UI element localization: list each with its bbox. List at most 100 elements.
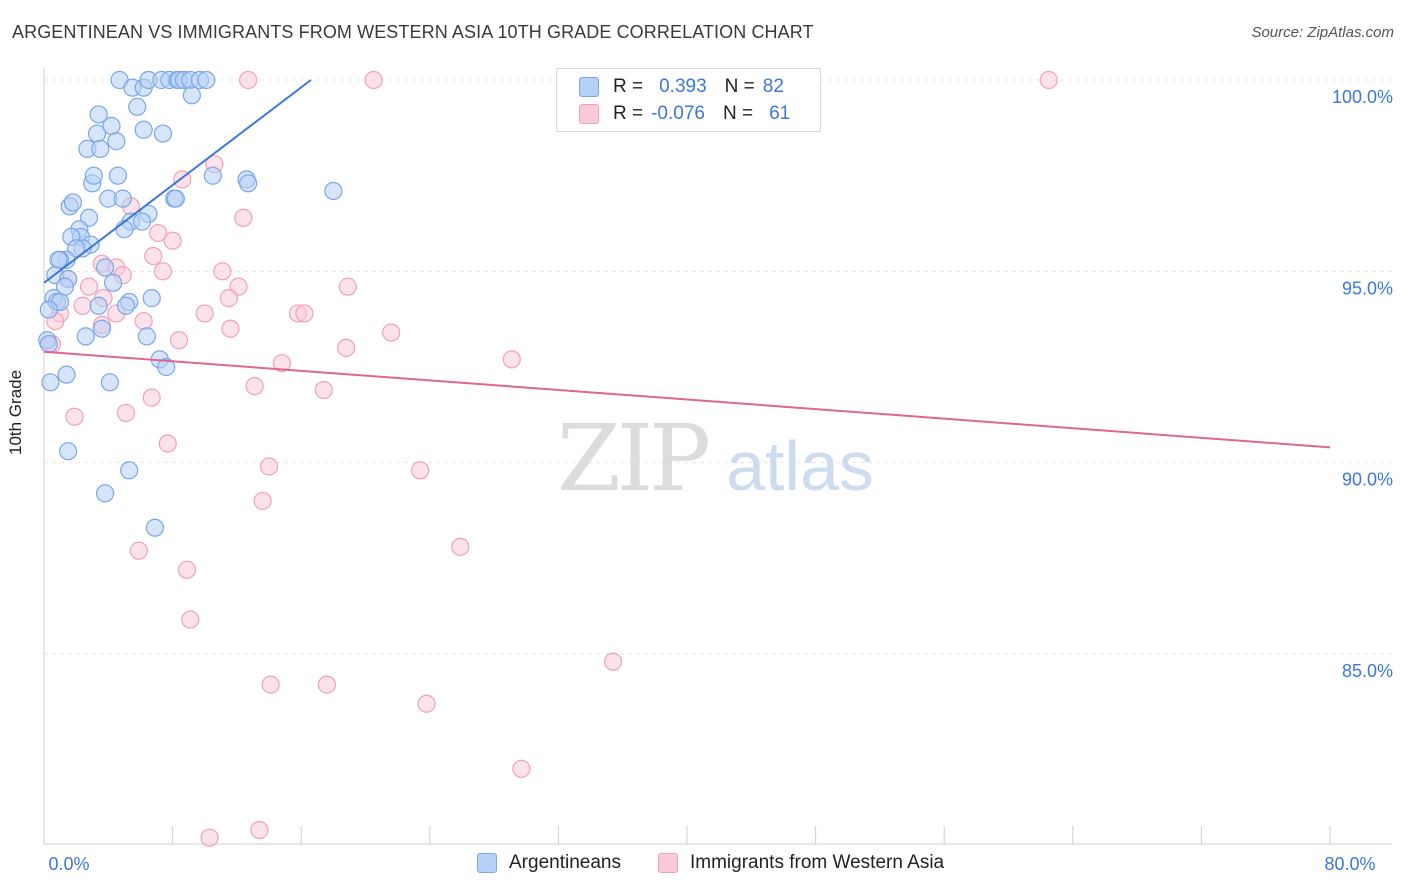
data-point <box>153 262 173 281</box>
data-point <box>158 434 177 453</box>
data-point <box>107 132 126 151</box>
data-point <box>102 116 121 136</box>
legend-r-value: -0.076 <box>651 103 705 124</box>
data-point <box>1039 70 1058 90</box>
data-point <box>364 70 383 90</box>
data-point <box>177 560 197 579</box>
data-point <box>128 97 147 116</box>
data-point <box>137 327 156 346</box>
data-point <box>104 273 123 292</box>
series-legend: Argentineans Immigrants from Western Asi… <box>0 852 1406 878</box>
data-point <box>129 541 148 560</box>
watermark: ZIP atlas <box>557 405 874 512</box>
legend-n-label: N = <box>724 76 755 97</box>
data-point <box>41 373 60 392</box>
data-point <box>49 250 68 269</box>
data-point <box>145 518 165 537</box>
data-point <box>502 350 521 369</box>
x-tick-label: 0.0% <box>48 854 89 874</box>
watermark-zip: ZIP <box>557 405 708 512</box>
data-point <box>57 365 76 384</box>
data-point <box>324 181 343 201</box>
tick-labels: 0.0% 80.0% 85.0% 90.0% 95.0% 100.0% <box>48 87 1393 874</box>
data-point <box>259 457 279 476</box>
data-point <box>89 105 108 124</box>
data-point <box>142 388 161 407</box>
data-point <box>182 86 201 105</box>
data-point <box>314 380 333 400</box>
data-point <box>163 231 182 250</box>
data-point <box>149 223 168 243</box>
data-point <box>239 70 258 90</box>
axes <box>43 68 1392 845</box>
data-point <box>73 296 92 315</box>
data-point <box>221 319 240 338</box>
data-point <box>512 759 531 778</box>
data-point <box>245 377 264 396</box>
data-point <box>95 484 115 503</box>
data-point <box>181 610 200 629</box>
data-point <box>411 461 430 480</box>
data-point <box>239 174 258 193</box>
series-immigrants-western-asia <box>42 70 1058 847</box>
data-point <box>95 258 115 277</box>
legend-row-argentineans: R = 0.393 N = 82 <box>579 74 784 100</box>
y-tick-label: 85.0% <box>1342 661 1393 681</box>
legend-r-label: R = <box>613 103 644 124</box>
data-point <box>253 491 272 511</box>
legend-label: Immigrants from Western Asia <box>690 852 945 873</box>
data-point <box>142 289 161 308</box>
y-tick-label: 95.0% <box>1342 278 1393 298</box>
data-point <box>337 338 356 357</box>
data-point <box>39 334 58 354</box>
data-point <box>197 70 216 90</box>
y-axis-label: 10th Grade <box>6 369 25 455</box>
legend-swatch-blue <box>477 853 497 873</box>
data-point <box>39 300 58 319</box>
trend-line <box>43 79 312 284</box>
data-point <box>166 189 185 208</box>
data-point <box>113 189 132 208</box>
data-point <box>157 357 176 377</box>
legend-swatch-blue <box>579 77 599 97</box>
data-point <box>63 193 83 212</box>
data-point <box>417 694 436 713</box>
data-point <box>261 675 280 694</box>
data-point <box>295 304 314 323</box>
data-point <box>76 327 95 346</box>
data-point <box>250 820 269 840</box>
trend-lines <box>43 79 1331 449</box>
data-point <box>91 139 110 158</box>
data-point <box>272 354 292 373</box>
data-point <box>79 277 99 296</box>
legend-r-label: R = <box>613 76 644 97</box>
data-point <box>338 277 357 296</box>
data-point <box>116 296 136 315</box>
legend-n-value: 82 <box>762 76 784 97</box>
data-point <box>153 124 173 143</box>
legend-item-western-asia: Immigrants from Western Asia <box>658 852 944 874</box>
data-point <box>89 296 108 315</box>
data-point <box>84 166 103 185</box>
data-point <box>200 828 219 847</box>
correlation-legend: R = 0.393 N = 82 R = -0.076 N = 61 <box>556 68 821 132</box>
data-point <box>100 373 120 392</box>
data-point <box>195 304 214 323</box>
legend-r-value: 0.393 <box>659 76 707 97</box>
data-point <box>116 403 136 423</box>
data-point <box>108 166 128 185</box>
data-point <box>92 319 111 338</box>
data-point <box>219 289 238 308</box>
data-point <box>213 262 232 281</box>
legend-item-argentineans: Argentineans <box>477 852 621 874</box>
data-point <box>132 212 152 231</box>
legend-label: Argentineans <box>509 852 621 873</box>
data-point <box>451 537 470 556</box>
trend-line <box>43 350 1331 449</box>
data-point <box>382 323 401 342</box>
data-point <box>169 331 189 350</box>
data-point <box>234 208 253 227</box>
data-point <box>59 442 78 461</box>
data-point <box>134 311 153 331</box>
